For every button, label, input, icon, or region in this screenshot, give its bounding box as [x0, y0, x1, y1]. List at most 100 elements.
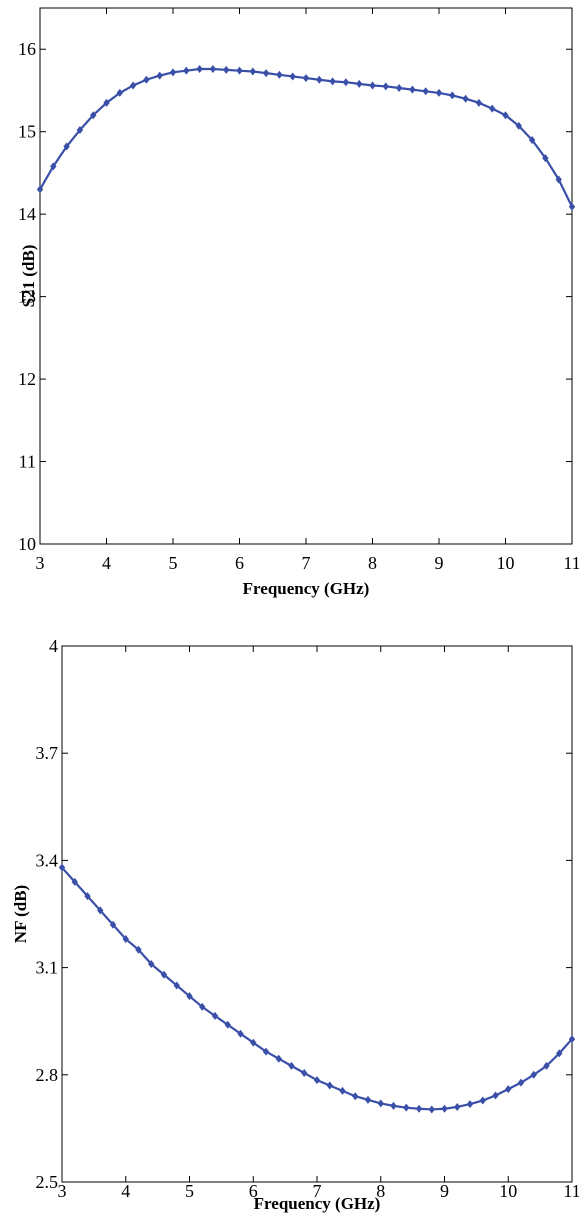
- nf-data-point: [135, 945, 142, 954]
- s21-data-point: [289, 72, 296, 81]
- s21-data-point: [129, 81, 137, 90]
- s21-y-tick-label: 12: [18, 369, 36, 389]
- nf-data-point: [454, 1102, 461, 1111]
- s21-y-tick-label: 15: [18, 122, 36, 142]
- nf-data-point: [148, 960, 155, 969]
- nf-data-point: [377, 1099, 384, 1108]
- s21-data-point: [342, 78, 350, 87]
- nf-data-point: [326, 1081, 333, 1090]
- nf-x-tick-label: 5: [185, 1181, 194, 1201]
- s21-data-point: [489, 104, 496, 113]
- s21-data-point: [449, 91, 456, 100]
- nf-data-point: [466, 1100, 474, 1109]
- s21-data-point: [183, 66, 190, 75]
- s21-data-point: [50, 162, 57, 171]
- nf-x-tick-label: 7: [313, 1181, 322, 1201]
- nf-plot-frame: [61, 645, 573, 1183]
- s21-y-tick-label: 10: [18, 534, 36, 554]
- s21-y-tick-label: 14: [18, 204, 36, 224]
- s21-data-point: [302, 74, 310, 83]
- s21-data-point: [329, 77, 336, 86]
- nf-data-point: [275, 1054, 282, 1063]
- nf-y-tick-label: 3.7: [36, 743, 59, 763]
- s21-data-point: [262, 69, 270, 78]
- s21-data-point: [435, 88, 443, 97]
- s21-x-tick-label: 4: [102, 553, 111, 573]
- s21-data-point: [475, 98, 483, 107]
- s21-data-point: [36, 185, 44, 194]
- s21-x-tick-label: 7: [302, 553, 311, 573]
- nf-data-point: [568, 1035, 576, 1044]
- nf-data-point: [428, 1105, 435, 1114]
- nf-data-point: [109, 920, 117, 929]
- nf-data-point: [237, 1029, 244, 1038]
- s21-data-point: [462, 94, 469, 103]
- nf-data-point: [262, 1047, 270, 1056]
- nf-data-point: [352, 1092, 359, 1101]
- s21-data-point: [236, 66, 243, 75]
- s21-y-tick-label: 16: [18, 39, 36, 59]
- s21-x-axis-title: Frequency (GHz): [243, 579, 370, 598]
- s21-x-tick-label: 11: [563, 553, 579, 573]
- s21-y-tick-label: 11: [19, 452, 36, 472]
- nf-y-tick-label: 2.8: [36, 1065, 59, 1085]
- s21-y-tick-label: 13: [18, 287, 36, 307]
- s21-data-point: [382, 82, 389, 91]
- s21-data-point: [316, 75, 323, 84]
- nf-data-point: [211, 1011, 219, 1020]
- nf-data-point: [364, 1095, 372, 1104]
- nf-data-point: [517, 1078, 525, 1087]
- s21-data-point: [422, 87, 429, 96]
- nf-data-point: [543, 1061, 550, 1070]
- s21-x-tick-label: 3: [36, 553, 45, 573]
- nf-data-point: [186, 992, 193, 1001]
- nf-y-tick-label: 3.4: [36, 850, 59, 870]
- nf-data-point: [479, 1096, 486, 1105]
- nf-y-tick-label: 4: [49, 636, 58, 656]
- nf-x-tick-label: 9: [440, 1181, 449, 1201]
- nf-x-tick-label: 6: [249, 1181, 258, 1201]
- s21-x-tick-label: 6: [235, 553, 244, 573]
- s21-data-point: [116, 88, 123, 97]
- s21-data-point: [515, 121, 522, 130]
- s21-data-point: [528, 135, 536, 144]
- nf-data-point: [313, 1076, 321, 1085]
- nf-data-point: [173, 981, 180, 990]
- nf-data-point: [250, 1038, 257, 1047]
- s21-data-point: [196, 65, 203, 74]
- nf-data-point: [403, 1103, 410, 1112]
- s21-data-point: [76, 126, 84, 135]
- nf-data-point: [505, 1085, 512, 1094]
- s21-data-point: [249, 67, 256, 76]
- nf-data-point: [71, 877, 78, 886]
- s21-data-point: [502, 111, 509, 120]
- nf-data-point: [556, 1049, 563, 1058]
- nf-x-tick-label: 3: [58, 1181, 67, 1201]
- s21-chart: 3 4 5 6 7 8 9 10 11 10 11 12 13 14 15 16 Frequency (GHz)…: [18, 7, 579, 598]
- s21-plot-frame: [39, 7, 573, 545]
- nf-data-point: [199, 1002, 206, 1011]
- s21-data-point: [63, 142, 70, 151]
- nf-data-point: [224, 1020, 231, 1029]
- nf-data-point: [97, 906, 104, 915]
- nf-y-tick-label: 2.5: [36, 1172, 59, 1192]
- s21-data-point: [143, 75, 150, 84]
- nf-data-point: [339, 1086, 346, 1095]
- nf-data-point: [530, 1070, 537, 1079]
- nf-data-point: [301, 1069, 308, 1078]
- nf-x-tick-label: 11: [563, 1181, 579, 1201]
- s21-data-point: [103, 98, 110, 107]
- nf-data-point: [160, 970, 168, 979]
- s21-data-point: [356, 79, 363, 88]
- s21-data-point: [90, 111, 97, 120]
- s21-x-tick-label: 8: [368, 553, 377, 573]
- s21-data-point: [156, 71, 163, 80]
- nf-data-point: [122, 935, 129, 944]
- nf-data-point: [288, 1061, 295, 1070]
- nf-data-point: [492, 1091, 499, 1100]
- nf-data-point: [58, 863, 66, 872]
- s21-data-point: [409, 85, 416, 94]
- nf-y-tick-label: 3.1: [36, 958, 59, 978]
- s21-data-point: [169, 68, 177, 77]
